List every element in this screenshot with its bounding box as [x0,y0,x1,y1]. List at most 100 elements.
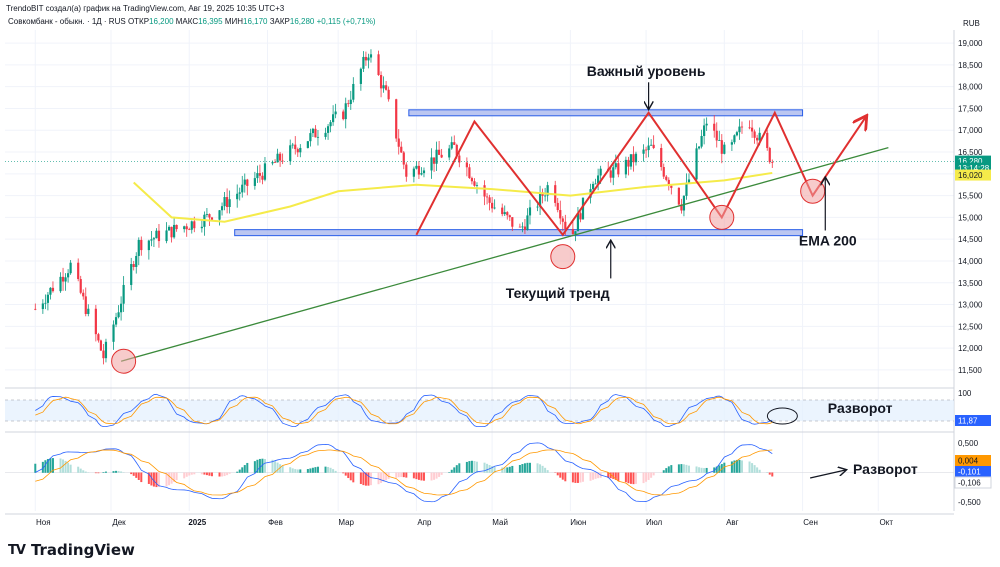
candle-body [627,159,630,167]
y-tick-label: 13,500 [958,279,983,288]
macd-histogram-bar [740,460,743,473]
macd-histogram-bar [193,472,196,475]
macd-histogram-bar [117,470,120,473]
candle-body [521,226,524,228]
macd-histogram-bar [367,472,370,486]
candle-body [369,54,373,58]
macd-histogram-bar [624,472,627,483]
candle-body [438,149,441,155]
candle-body [614,163,617,168]
ohlc-open-value: 16,200 [149,17,174,26]
macd-histogram-bar [332,469,335,473]
y-tick-label: 12,000 [958,344,983,353]
macd-histogram-bar [77,466,80,473]
y-tick-label: 16,500 [958,148,983,157]
macd-histogram-bar [455,465,458,473]
candle-body [246,179,249,186]
x-tick-label: 2025 [188,518,206,527]
price-label-text: 13:14:28 [958,164,990,173]
macd-value-text: -0,101 [958,468,981,477]
stochastic-value-box [955,415,991,426]
candle-body [326,126,330,133]
macd-histogram-bar [561,472,564,480]
macd-histogram-bar [422,472,425,481]
tradingview-logo-icon: TV [8,542,26,558]
macd-histogram-bar [574,472,577,483]
candle-body [475,185,479,187]
macd-histogram-bar [579,472,582,483]
candle-body [581,197,585,220]
candle-body [79,279,82,293]
macd-histogram-bar [458,463,461,473]
macd-histogram-bar [382,472,385,482]
candle-body [597,175,600,184]
macd-histogram-bar [271,459,274,473]
price-label-box [955,162,991,174]
ohlc-open-label: ОТКР [127,17,150,26]
macd-histogram-bar [627,472,630,484]
candle-body [677,187,680,205]
candle-body [559,210,562,219]
candle-body [170,226,173,238]
candle-body [506,212,509,216]
highlight-circle [111,348,137,374]
macd-histogram-bar [349,472,352,481]
candle-body [738,126,741,133]
macd-histogram-bar [700,467,703,473]
x-tick-label: Сен [803,518,818,527]
candle-body [544,195,547,197]
macd-histogram-bar [84,471,87,473]
macd-histogram-bar [135,472,138,478]
macd-histogram-bar [183,472,186,479]
macd-histogram-bar [581,472,584,482]
macd-histogram-bar [344,472,347,476]
macd-histogram-bar [665,468,668,473]
macd-histogram-bar [205,472,208,476]
y-tick-label: 14,500 [958,235,983,244]
candle-body [379,75,383,89]
macd-histogram-bar [94,472,97,474]
candle-body [210,217,214,220]
macd-histogram-bar [115,470,118,473]
macd-histogram-bar [274,461,277,473]
candle-body [97,334,100,341]
candle-body [49,287,52,295]
macd-value-box [955,466,991,477]
candle-body [491,202,494,209]
macd-histogram-bar [387,472,390,479]
macd-histogram-bar [327,466,330,473]
macd-histogram-bar [44,460,47,473]
macd-histogram-bar [223,472,226,477]
macd-line [35,442,773,503]
candle-body [591,183,595,190]
macd-histogram-bar [218,472,221,477]
symbol-info: Совкомбанк - обыкн. · 1Д · RUS ОТКР16,20… [8,17,376,26]
y-tick-label: 13,000 [958,301,983,310]
candle-body [352,83,355,100]
candle-body [652,144,655,149]
candle-body [34,308,37,310]
candle-body [571,228,574,234]
macd-histogram-bar [258,458,261,473]
stochastic-annotation: Разворот [828,400,893,416]
candle-body [132,264,135,267]
y-tick-label: 17,000 [958,126,983,135]
candle-body [536,206,539,208]
candle-body [503,212,506,215]
candle-body [766,132,769,149]
x-tick-label: Май [492,518,508,527]
candle-body [730,142,733,145]
macd-histogram-bar [97,472,100,474]
candle-body [271,162,274,164]
candle-body [294,144,297,150]
macd-histogram-bar [753,465,756,473]
x-tick-label: Июл [646,518,663,527]
macd-histogram-bar [687,465,690,473]
macd-histogram-bar [607,472,610,478]
candle-body [526,215,529,230]
macd-histogram-bar [771,472,774,477]
candle-body [69,262,72,274]
macd-histogram-bar [221,472,224,477]
macd-histogram-bar [475,461,478,473]
